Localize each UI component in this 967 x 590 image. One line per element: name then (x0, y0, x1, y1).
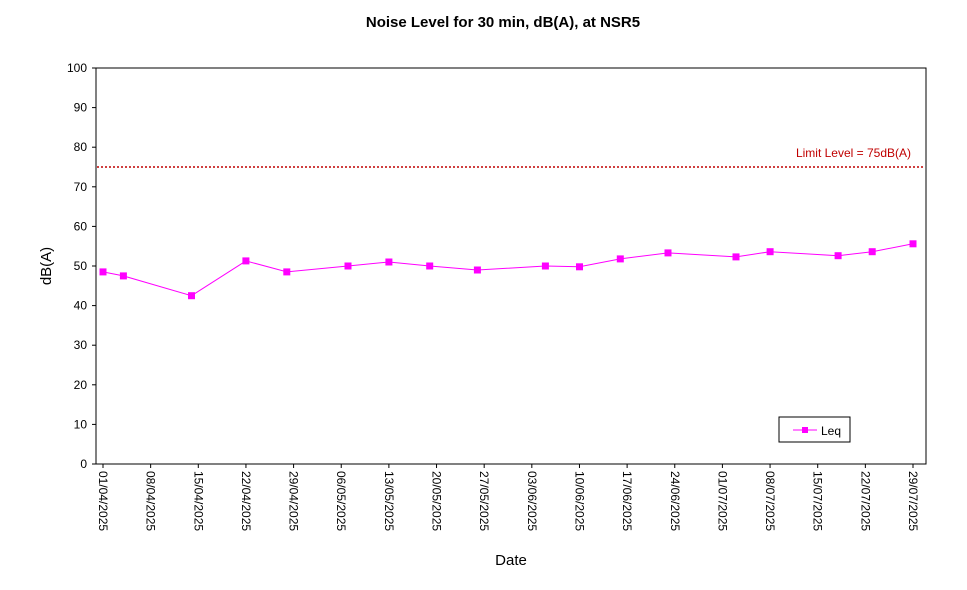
x-tick-label: 29/07/2025 (906, 471, 920, 531)
x-tick-label: 01/04/2025 (96, 471, 110, 531)
x-axis-label: Date (495, 552, 527, 569)
data-point-leq (242, 257, 250, 265)
limit-level-label: Limit Level = 75dB(A) (796, 146, 911, 160)
data-point-leq (426, 262, 434, 270)
legend-label-leq: Leq (821, 424, 841, 438)
x-tick-label: 01/07/2025 (715, 471, 729, 531)
x-tick-label: 08/07/2025 (763, 471, 777, 531)
series-line-leq (102, 243, 914, 297)
x-tick-label: 17/06/2025 (620, 471, 634, 531)
x-tick-label: 24/06/2025 (668, 471, 682, 531)
data-point-leq (868, 248, 876, 256)
x-tick-label: 06/05/2025 (334, 471, 348, 531)
x-tick-label: 13/05/2025 (382, 471, 396, 531)
x-tick-label: 15/07/2025 (811, 471, 825, 531)
x-tick-label: 10/06/2025 (572, 471, 586, 531)
y-tick-label: 40 (74, 299, 88, 313)
x-tick-label: 27/05/2025 (477, 471, 491, 531)
data-point-leq (616, 255, 624, 263)
data-point-leq (834, 252, 842, 260)
y-axis: 0 10 20 30 40 50 60 70 80 90 100 (67, 61, 96, 471)
limit-level-group: Limit Level = 75dB(A) (97, 146, 925, 168)
y-tick-label: 0 (80, 457, 87, 471)
data-point-leq (188, 292, 195, 300)
data-point-leq (473, 266, 481, 274)
x-axis: 01/04/2025 08/04/2025 15/04/2025 22/04/2025… (96, 464, 920, 531)
y-tick-label: 20 (74, 378, 88, 392)
x-tick-label: 15/04/2025 (191, 471, 205, 531)
legend: Leq (778, 416, 851, 443)
data-point-leq (385, 258, 393, 266)
x-tick-label: 03/06/2025 (525, 471, 539, 531)
y-tick-label: 50 (74, 259, 88, 273)
y-axis-label: dB(A) (38, 247, 55, 285)
y-tick-label: 90 (74, 101, 88, 115)
y-tick-label: 100 (67, 61, 87, 75)
data-point-leq (344, 262, 352, 270)
legend-marker-swatch (802, 427, 808, 433)
x-tick-label: 22/07/2025 (858, 471, 872, 531)
y-tick-label: 70 (74, 180, 88, 194)
y-tick-label: 80 (74, 140, 88, 154)
data-point-leq (732, 253, 740, 261)
data-point-leq (909, 240, 917, 248)
data-point-leq (99, 268, 107, 276)
plot-area (95, 67, 927, 465)
data-point-leq (541, 262, 549, 270)
y-tick-label: 60 (74, 219, 88, 233)
series-leq (99, 240, 917, 300)
x-tick-label: 22/04/2025 (239, 471, 253, 531)
x-tick-label: 08/04/2025 (144, 471, 158, 531)
data-point-leq (283, 268, 291, 276)
chart-title: Noise Level for 30 min, dB(A), at NSR5 (366, 14, 640, 31)
data-point-leq (576, 263, 583, 271)
y-tick-label: 30 (74, 338, 88, 352)
data-point-leq (766, 248, 774, 256)
x-tick-label: 20/05/2025 (430, 471, 444, 531)
data-point-leq (664, 249, 672, 257)
y-tick-label: 10 (74, 417, 88, 431)
x-tick-label: 29/04/2025 (287, 471, 301, 531)
data-point-leq (119, 272, 127, 280)
